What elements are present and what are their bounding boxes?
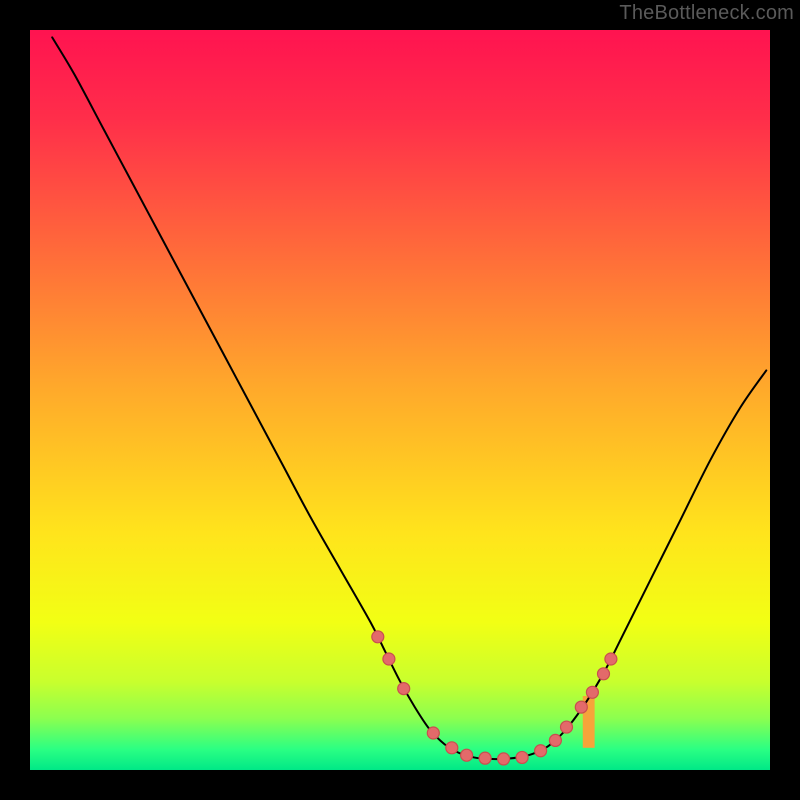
curve-marker — [427, 727, 439, 739]
bottleneck-curve — [52, 37, 766, 759]
curve-marker — [479, 752, 491, 764]
curve-marker — [461, 749, 473, 761]
curve-marker — [575, 701, 587, 713]
chart-frame: TheBottleneck.com — [0, 0, 800, 800]
curve-marker — [498, 753, 510, 765]
curve-marker — [561, 721, 573, 733]
curve-marker — [398, 683, 410, 695]
curve-marker — [598, 668, 610, 680]
curve-marker — [446, 742, 458, 754]
curve-marker — [586, 686, 598, 698]
curve-marker — [605, 653, 617, 665]
curve-marker — [516, 751, 528, 763]
curve-marker — [549, 734, 561, 746]
plot-area — [30, 30, 770, 770]
curve-marker — [383, 653, 395, 665]
watermark-text: TheBottleneck.com — [619, 2, 794, 25]
curve-marker — [535, 745, 547, 757]
curve-marker — [372, 631, 384, 643]
chart-svg-layer — [30, 30, 770, 770]
